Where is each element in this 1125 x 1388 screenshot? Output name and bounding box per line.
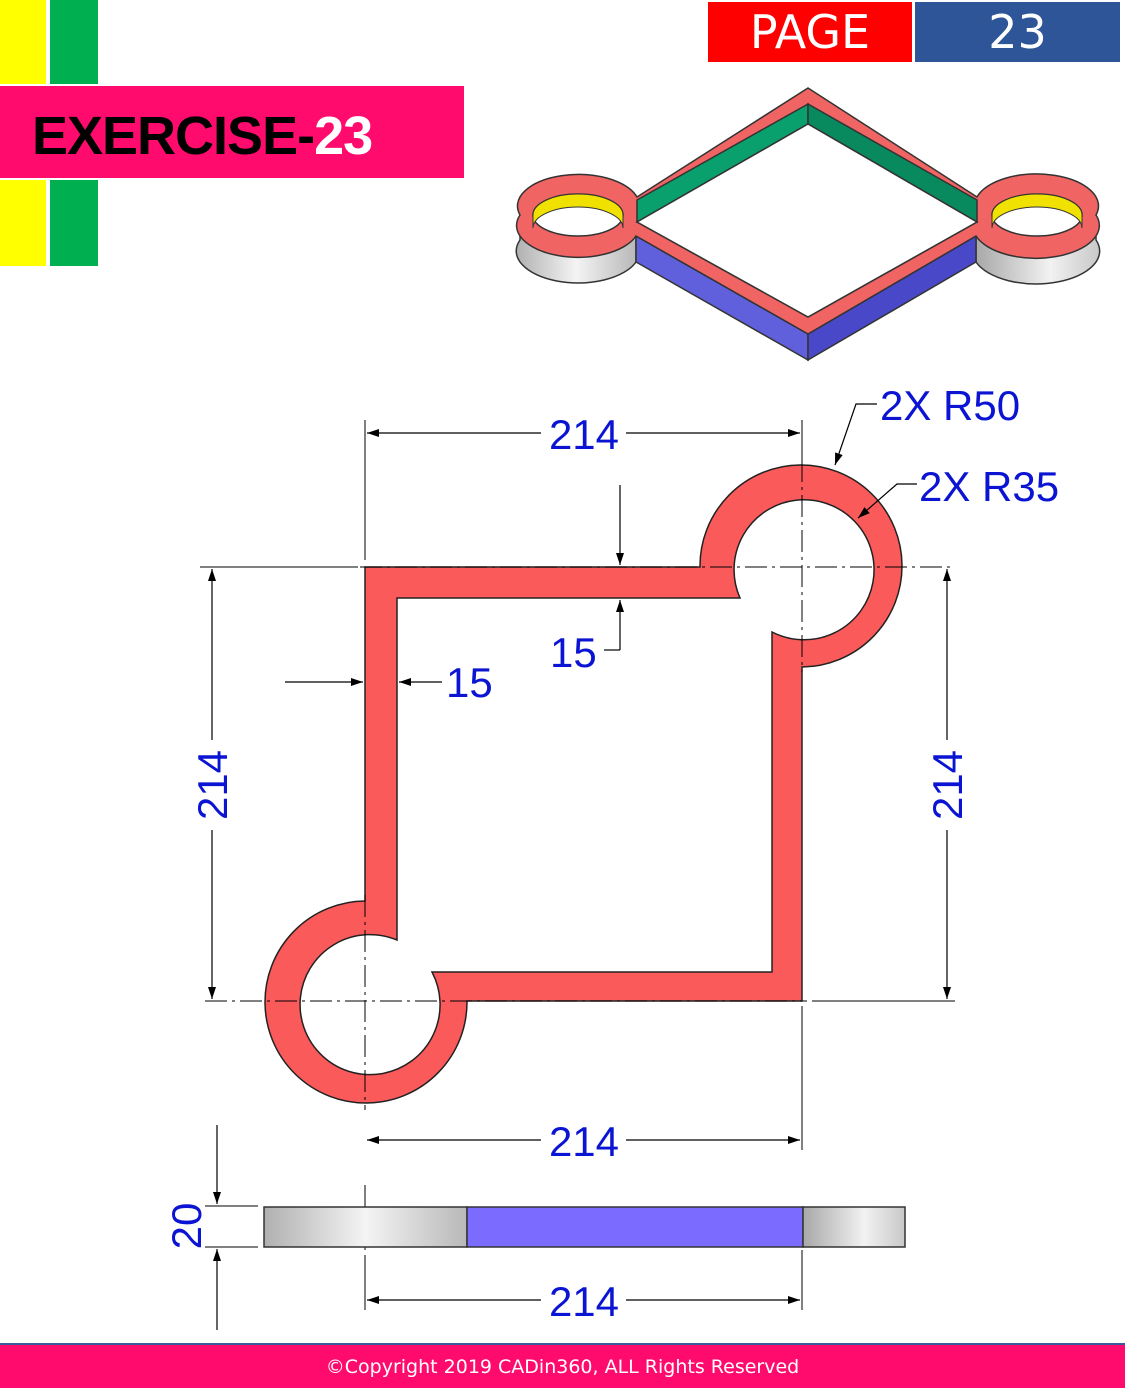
green-bar-bottom [50, 180, 98, 266]
yellow-bar-bottom [0, 180, 46, 266]
dim-bottom-width: 214 [549, 1118, 619, 1165]
leader-r35 [857, 483, 917, 519]
side-right-ring [802, 1206, 906, 1248]
page-label: PAGE [708, 2, 912, 62]
yellow-bar-top [0, 0, 46, 84]
callout-inner-radius: 2X R35 [919, 463, 1059, 510]
footer-bar: ©Copyright 2019 CADin360, ALL Rights Res… [0, 1343, 1125, 1388]
dim-right-height: 214 [924, 750, 971, 820]
side-left-ring [263, 1206, 468, 1248]
side-middle-wall [466, 1206, 804, 1248]
dim-top-width: 214 [549, 411, 619, 458]
green-bar-top [50, 0, 98, 84]
copyright-text: ©Copyright 2019 CADin360, ALL Rights Res… [325, 1355, 800, 1378]
top-view: 214 214 214 214 214 15 15 20 2X R50 2X R… [163, 382, 1059, 1330]
isometric-view [515, 87, 1101, 362]
callout-outer-radius: 2X R50 [880, 382, 1020, 429]
iso-inner-opening [635, 123, 979, 318]
exercise-banner [0, 86, 464, 178]
exercise-prefix: EXERCISE- [32, 106, 315, 166]
iso-right-bore-wall [991, 193, 1083, 229]
dim-left-height: 214 [189, 750, 236, 820]
dim-thickness: 20 [163, 1203, 210, 1250]
dim-wall-left: 15 [446, 659, 493, 706]
side-view [263, 1206, 906, 1248]
leader-r50 [834, 403, 877, 466]
dim-wall-top: 15 [550, 629, 597, 676]
exercise-title: EXERCISE-23 [32, 105, 373, 167]
dim-side-width: 214 [549, 1278, 619, 1325]
part-outline [264, 464, 903, 1104]
iso-left-bore-wall [532, 193, 624, 229]
page-number: 23 [915, 2, 1120, 62]
exercise-number: 23 [314, 106, 373, 166]
